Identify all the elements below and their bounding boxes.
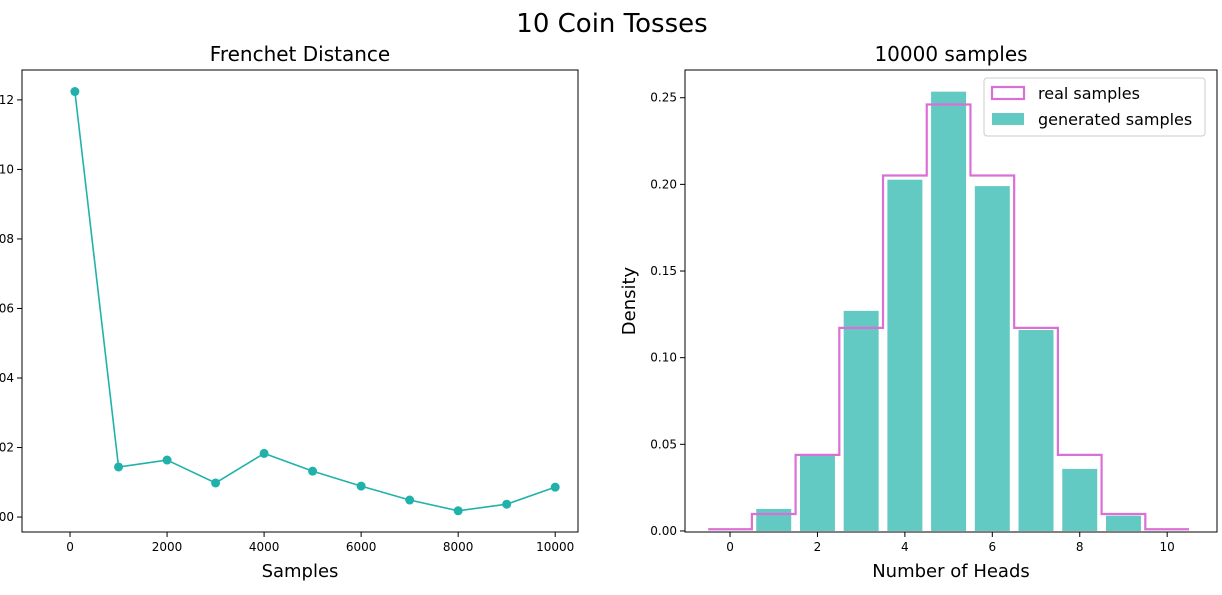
x-tick-label: 4000: [249, 540, 280, 554]
y-tick-label: 0.00: [650, 524, 677, 538]
x-axis-label: Samples: [262, 561, 339, 582]
x-tick-label: 10: [1160, 540, 1175, 554]
data-point: [550, 482, 560, 492]
y-tick-label: 0.10: [650, 351, 677, 365]
data-point: [70, 87, 80, 97]
axes-frame: [684, 69, 1218, 533]
legend-label: generated samples: [1038, 110, 1192, 129]
legend: real samples generated samples: [983, 77, 1206, 137]
generated-bar: [1018, 329, 1054, 531]
histogram-chart: 0 2 4 6 8 10 0.00 0.05 0.10 0.15 0.20 0.25 10000 sam…: [619, 42, 1218, 582]
data-point: [211, 478, 221, 488]
generated-bar: [974, 186, 1010, 531]
y-tick-label: 0.25: [650, 91, 677, 105]
y-tick-label: 0.05: [650, 437, 677, 451]
y-tick-label: 0.15: [650, 264, 677, 278]
y-tick-label: 0.00: [0, 510, 14, 524]
generated-bar: [756, 508, 792, 531]
x-tick-label: 8: [1076, 540, 1084, 554]
chart-title: Frenchet Distance: [210, 42, 390, 66]
generated-bar: [799, 454, 835, 531]
x-tick-label: 4: [901, 540, 909, 554]
generated-bar: [1105, 515, 1141, 531]
x-tick-label: 10000: [536, 540, 574, 554]
y-tick-label: 0.02: [0, 441, 14, 455]
x-tick-label: 6: [988, 540, 996, 554]
legend-swatch-real: [990, 85, 1026, 101]
y-tick-label: 0.10: [0, 162, 14, 176]
x-tick-label: 6000: [346, 540, 377, 554]
data-point: [259, 448, 269, 458]
data-point: [162, 455, 172, 465]
frechet-distance-chart: 0 2000 4000 6000 8000 10000 0.00 0.02 0.04 0.06 0.…: [0, 42, 579, 582]
data-point: [356, 481, 366, 491]
x-tick-label: 0: [726, 540, 734, 554]
figure-title: 10 Coin Tosses: [516, 9, 707, 39]
legend-label: real samples: [1038, 84, 1140, 103]
data-point: [453, 506, 463, 516]
x-tick-label: 2: [814, 540, 822, 554]
generated-bar: [887, 179, 923, 531]
x-tick-label: 2000: [152, 540, 183, 554]
x-axis-label: Number of Heads: [872, 561, 1030, 582]
generated-bar: [1062, 468, 1098, 531]
y-tick-label: 0.06: [0, 301, 14, 315]
legend-swatch-generated: [992, 113, 1024, 125]
y-axis-label: Density: [619, 266, 640, 335]
data-point: [308, 466, 318, 476]
generated-bar: [843, 310, 879, 531]
x-tick-label: 8000: [443, 540, 474, 554]
data-point: [114, 462, 124, 472]
y-tick-label: 0.20: [650, 177, 677, 191]
data-point: [405, 495, 415, 505]
series-line: [74, 91, 556, 512]
y-tick-label: 0.12: [0, 93, 14, 107]
generated-bar: [931, 91, 967, 531]
x-tick-label: 0: [66, 540, 74, 554]
y-tick-label: 0.04: [0, 371, 14, 385]
chart-title: 10000 samples: [874, 42, 1027, 66]
real-step-line: [708, 103, 1190, 531]
y-tick-label: 0.08: [0, 232, 14, 246]
data-point: [502, 499, 512, 509]
axes-frame: [21, 69, 579, 533]
legend-box: [983, 77, 1206, 137]
